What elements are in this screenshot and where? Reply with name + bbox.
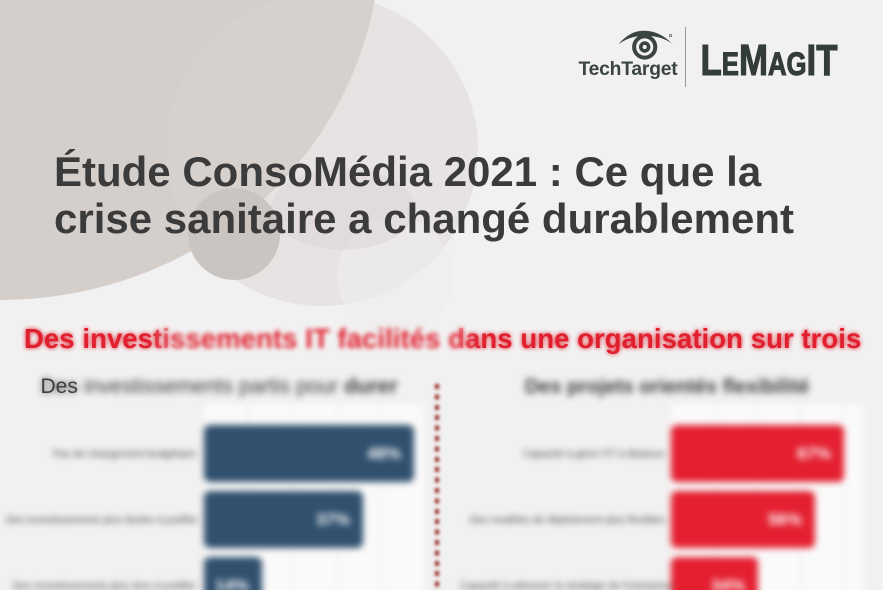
svg-text:LEMAGIT: LEMAGIT [701,36,838,85]
